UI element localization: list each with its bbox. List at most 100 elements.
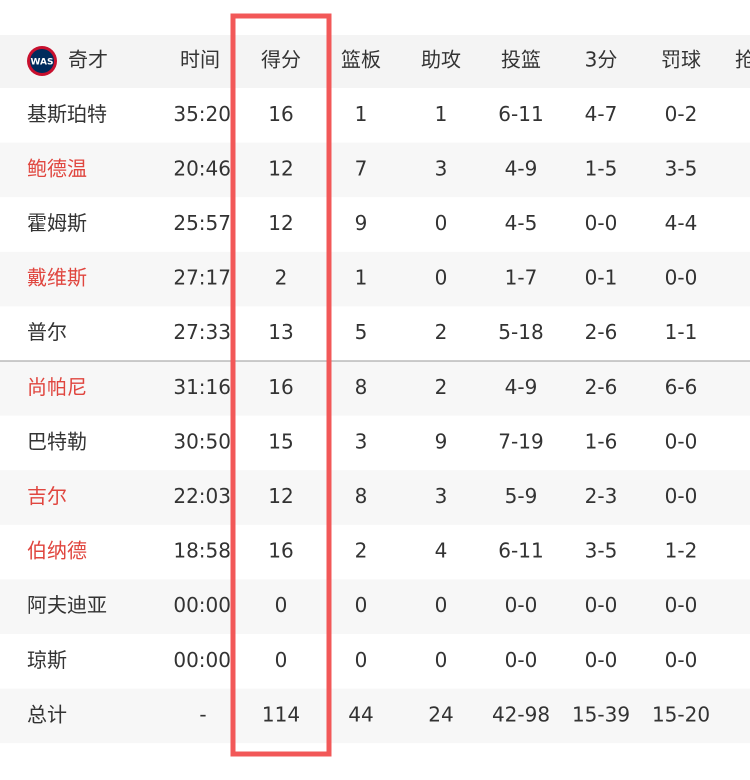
stat-cell: 12 — [268, 156, 293, 180]
player-name: 尚帕尼 — [27, 375, 87, 399]
stat-cell: 0-0 — [505, 648, 538, 672]
stat-cell: 16 — [268, 539, 293, 563]
row-background — [0, 251, 750, 307]
player-name: 琼斯 — [27, 648, 67, 672]
stat-cell: 15 — [268, 429, 293, 453]
team-logo-inner — [30, 49, 54, 73]
row-background — [0, 361, 750, 416]
stat-cell: 3-5 — [665, 156, 698, 180]
column-header: 得分 — [261, 48, 301, 72]
stat-cell: 1-1 — [665, 320, 698, 344]
stat-cell: 3 — [435, 156, 448, 180]
stat-cell: - — [199, 702, 206, 726]
row-background — [0, 142, 750, 198]
stat-cell: 15-20 — [652, 702, 710, 726]
stat-cell: 00:00 — [173, 593, 231, 617]
stat-cell: 42-98 — [492, 702, 550, 726]
row-background — [0, 470, 750, 525]
stat-cell: 5-9 — [505, 484, 538, 508]
stat-cell: 0-0 — [665, 648, 698, 672]
column-header: 篮板 — [341, 48, 381, 72]
stat-cell: 12 — [268, 211, 293, 235]
column-header: 抢 — [735, 48, 750, 72]
stat-cell: 0-2 — [665, 102, 698, 126]
stat-cell: 12 — [268, 484, 293, 508]
stat-cell: 22:03 — [173, 484, 231, 508]
stat-cell: 0 — [435, 648, 448, 672]
stat-cell: 00:00 — [173, 648, 231, 672]
stat-cell: 1-6 — [585, 429, 618, 453]
stat-cell: 6-11 — [498, 102, 543, 126]
stat-cell: 4-5 — [505, 211, 538, 235]
stat-cell: 7 — [355, 156, 368, 180]
stat-cell: 5-18 — [498, 320, 543, 344]
stat-cell: 44 — [348, 702, 373, 726]
player-name: 霍姆斯 — [27, 211, 87, 235]
player-name: 巴特勒 — [27, 429, 87, 453]
stat-cell: 0-0 — [665, 266, 698, 290]
stat-cell: 0 — [275, 593, 288, 617]
stat-cell: 3-5 — [585, 539, 618, 563]
stat-cell: 0-0 — [585, 211, 618, 235]
stat-cell: 25:57 — [173, 211, 231, 235]
row-background — [0, 579, 750, 634]
stat-cell: 6-6 — [665, 375, 698, 399]
player-name: 基斯珀特 — [27, 102, 107, 126]
stat-cell: 27:17 — [173, 266, 231, 290]
stat-cell: 3 — [435, 484, 448, 508]
header-row — [0, 35, 750, 88]
column-header: 罚球 — [661, 48, 701, 72]
stat-cell: 16 — [268, 375, 293, 399]
stat-cell: 16 — [268, 102, 293, 126]
stat-cell: 7-19 — [498, 429, 543, 453]
stat-cell: 2-6 — [585, 375, 618, 399]
stat-cell: 0 — [355, 648, 368, 672]
stat-cell: 24 — [428, 702, 453, 726]
stat-cell: 0-0 — [665, 593, 698, 617]
stat-cell: 1 — [435, 102, 448, 126]
stat-cell: 1-5 — [585, 156, 618, 180]
stat-cell: 2-3 — [585, 484, 618, 508]
stat-cell: 2 — [275, 266, 288, 290]
stat-cell: 1-7 — [505, 266, 538, 290]
stat-cell: 114 — [262, 702, 300, 726]
stat-cell: 0-1 — [585, 266, 618, 290]
stat-cell: 4-9 — [505, 375, 538, 399]
stat-cell: 4 — [435, 539, 448, 563]
stat-cell: 31:16 — [173, 375, 231, 399]
stat-cell: 3 — [355, 429, 368, 453]
stat-cell: 9 — [355, 211, 368, 235]
stat-cell: 8 — [355, 484, 368, 508]
stat-cell: 13 — [268, 320, 293, 344]
row-background — [0, 688, 750, 744]
stat-cell: 0-0 — [585, 593, 618, 617]
player-name: 伯纳德 — [27, 539, 87, 563]
stat-cell: 2 — [435, 375, 448, 399]
stat-cell: 6-11 — [498, 539, 543, 563]
column-header: 投篮 — [501, 48, 541, 72]
stat-cell: 15-39 — [572, 702, 630, 726]
logo-text: WAS — [31, 58, 54, 68]
stat-cell: 0 — [435, 593, 448, 617]
stat-cell: 4-9 — [505, 156, 538, 180]
stat-cell: 1-2 — [665, 539, 698, 563]
stat-cell: 0 — [275, 648, 288, 672]
column-header: 3分 — [585, 48, 618, 72]
player-name: 阿夫迪亚 — [27, 593, 107, 617]
player-name: 吉尔 — [27, 484, 67, 508]
stat-cell: 9 — [435, 429, 448, 453]
player-name: 普尔 — [27, 320, 67, 344]
stat-cell: 1 — [355, 266, 368, 290]
player-name: 总计 — [27, 702, 67, 726]
stat-cell: 8 — [355, 375, 368, 399]
stat-cell: 0 — [355, 593, 368, 617]
stat-cell: 4-4 — [665, 211, 698, 235]
column-header: 助攻 — [421, 48, 461, 72]
team-name: 奇才 — [68, 48, 108, 72]
stat-cell: 0-0 — [585, 648, 618, 672]
stat-cell: 27:33 — [173, 320, 231, 344]
stat-cell: 0 — [435, 211, 448, 235]
stat-cell: 2 — [435, 320, 448, 344]
